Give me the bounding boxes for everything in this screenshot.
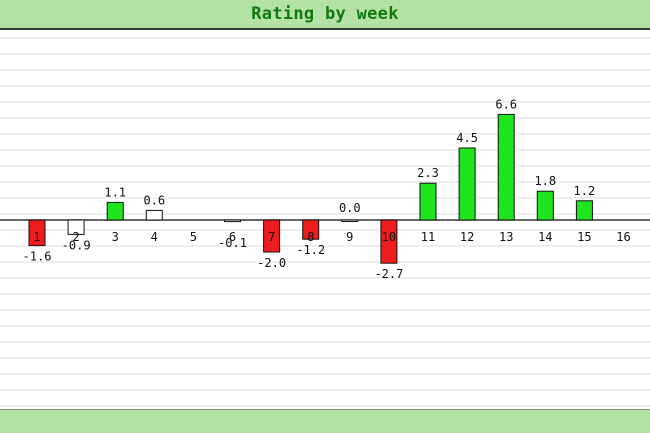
- gridlines: [0, 37, 650, 407]
- bar-week-14: [536, 190, 554, 221]
- value-label: 0.6: [143, 193, 165, 207]
- value-label: -1.2: [296, 243, 325, 257]
- category-label: 6: [229, 230, 236, 244]
- value-label: -2.7: [374, 267, 403, 281]
- bar-week-4: [145, 209, 163, 221]
- bar-week-2: [67, 219, 85, 235]
- category-label: 14: [538, 230, 552, 244]
- labels-group: 1 -1.6 2-0.9 3 1.1 4 0.6 5 6-0.1 7 -2.0 8-1.2 9 0.0 10…: [23, 97, 631, 281]
- value-label: 2.3: [417, 166, 439, 180]
- category-label: 13: [499, 230, 513, 244]
- category-label: 1: [33, 230, 40, 244]
- bar-week-6: [224, 219, 241, 223]
- category-label: 5: [190, 230, 197, 244]
- category-label: 3: [112, 230, 119, 244]
- bar-week-3: [106, 201, 124, 221]
- category-label: 11: [421, 230, 435, 244]
- category-label: 12: [460, 230, 474, 244]
- category-label: 4: [151, 230, 158, 244]
- value-label: 0.0: [339, 201, 361, 215]
- bar-week-12: [458, 147, 476, 221]
- bar-week-15: [575, 200, 593, 221]
- bars-group: [28, 113, 593, 264]
- bar-week-10: [380, 219, 398, 264]
- value-label: 1.2: [574, 184, 596, 198]
- bar-week-11: [419, 182, 437, 221]
- value-label: -1.6: [23, 250, 52, 264]
- value-label: -0.1: [218, 236, 247, 250]
- category-label: 2: [72, 230, 79, 244]
- title-bar: Rating by week: [0, 0, 650, 30]
- category-label: 10: [382, 230, 396, 244]
- bar-week-9: [341, 219, 359, 222]
- category-label: 16: [616, 230, 630, 244]
- value-label: 1.8: [534, 174, 556, 188]
- category-label: 9: [346, 230, 353, 244]
- category-label: 15: [577, 230, 591, 244]
- value-label: -0.9: [62, 238, 91, 252]
- category-label: 7: [268, 230, 275, 244]
- bar-week-1: [28, 219, 46, 247]
- value-label: 4.5: [456, 131, 478, 145]
- chart-title: Rating by week: [251, 4, 399, 24]
- value-label: 6.6: [495, 97, 517, 111]
- footer-bar: [0, 409, 650, 433]
- value-label: 1.1: [104, 185, 126, 199]
- value-label: -2.0: [257, 256, 286, 270]
- category-label: 8: [307, 230, 314, 244]
- bar-week-8: [302, 219, 320, 240]
- bar-week-7: [263, 219, 281, 253]
- bar-week-13: [497, 113, 515, 221]
